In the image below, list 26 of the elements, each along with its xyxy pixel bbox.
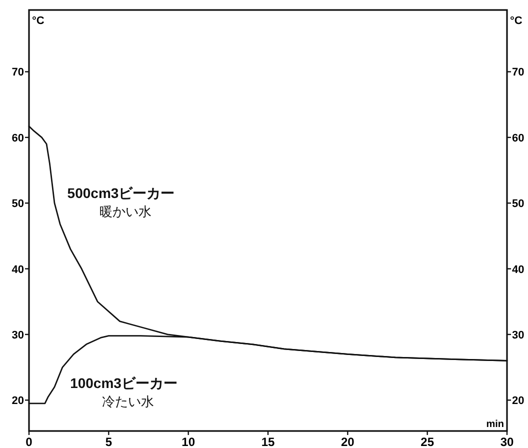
- y-tick-label: 30: [12, 329, 24, 342]
- y2-tick-label: 40: [512, 264, 524, 276]
- y2-tick-label: 20: [512, 395, 524, 408]
- x-tick-label: 0: [26, 435, 33, 448]
- y2-tick-label: 60: [512, 132, 524, 144]
- y2-axis-title: °C: [510, 15, 522, 27]
- x-tick-label: 10: [182, 435, 196, 448]
- x-axis-title: min: [486, 419, 504, 430]
- series-label: 500cm3ビーカー: [67, 185, 175, 202]
- y-tick-label: 50: [12, 198, 24, 210]
- y-axis-title: °C: [32, 15, 44, 27]
- y2-tick-label: 50: [512, 198, 524, 210]
- x-tick-label: 5: [105, 435, 112, 448]
- x-tick-label: 30: [500, 435, 514, 448]
- x-tick-label: 15: [261, 435, 275, 448]
- y-tick-label: 40: [12, 264, 24, 276]
- y-tick-label: 60: [12, 132, 24, 144]
- x-tick-label: 25: [420, 435, 434, 448]
- y-tick-label: 70: [12, 66, 24, 79]
- annotation: 暖かい水: [99, 204, 152, 220]
- annotation: 冷たい水: [102, 394, 154, 410]
- x-tick-label: 20: [340, 435, 355, 448]
- y2-tick-label: 70: [512, 66, 524, 79]
- series-label: 100cm3ビーカー: [70, 375, 178, 392]
- y2-tick-label: 30: [512, 329, 524, 342]
- y-tick-label: 20: [12, 395, 24, 408]
